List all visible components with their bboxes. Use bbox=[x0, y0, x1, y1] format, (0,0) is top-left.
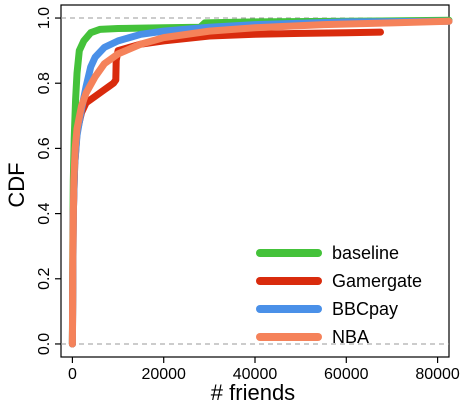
legend-label-bbcpay: BBCpay bbox=[332, 299, 398, 319]
x-axis: 0 20000 40000 60000 80000 bbox=[68, 357, 460, 383]
y-tick-label: 0.2 bbox=[36, 268, 53, 290]
x-tick-label: 60000 bbox=[324, 366, 369, 383]
y-tick-label: 0.8 bbox=[36, 72, 53, 94]
x-tick-label: 80000 bbox=[415, 366, 460, 383]
series-line-baseline bbox=[68, 16, 453, 348]
y-tick-label: 0.6 bbox=[36, 137, 53, 159]
legend-label-baseline: baseline bbox=[332, 243, 399, 263]
x-tick-label: 20000 bbox=[141, 366, 186, 383]
x-axis-title: # friends bbox=[211, 380, 295, 405]
series-line-gamergate bbox=[68, 28, 384, 348]
legend-label-nba: NBA bbox=[332, 327, 369, 347]
x-tick-label: 40000 bbox=[233, 366, 278, 383]
reference-lines bbox=[61, 17, 449, 345]
y-axis-title: CDF bbox=[4, 162, 29, 207]
series-line-bbcpay bbox=[68, 17, 453, 348]
y-tick-label: 1.0 bbox=[36, 7, 53, 29]
y-tick-label: 0.0 bbox=[36, 333, 53, 355]
series-line-nba bbox=[68, 17, 453, 348]
y-tick-label: 0.4 bbox=[36, 202, 53, 224]
legend-label-gamergate: Gamergate bbox=[332, 271, 422, 291]
legend: baseline Gamergate BBCpay NBA bbox=[256, 243, 422, 347]
x-tick-label: 0 bbox=[68, 366, 77, 383]
y-axis: 0.0 0.2 0.4 0.6 0.8 1.0 bbox=[36, 7, 61, 355]
series-layer bbox=[68, 16, 453, 348]
